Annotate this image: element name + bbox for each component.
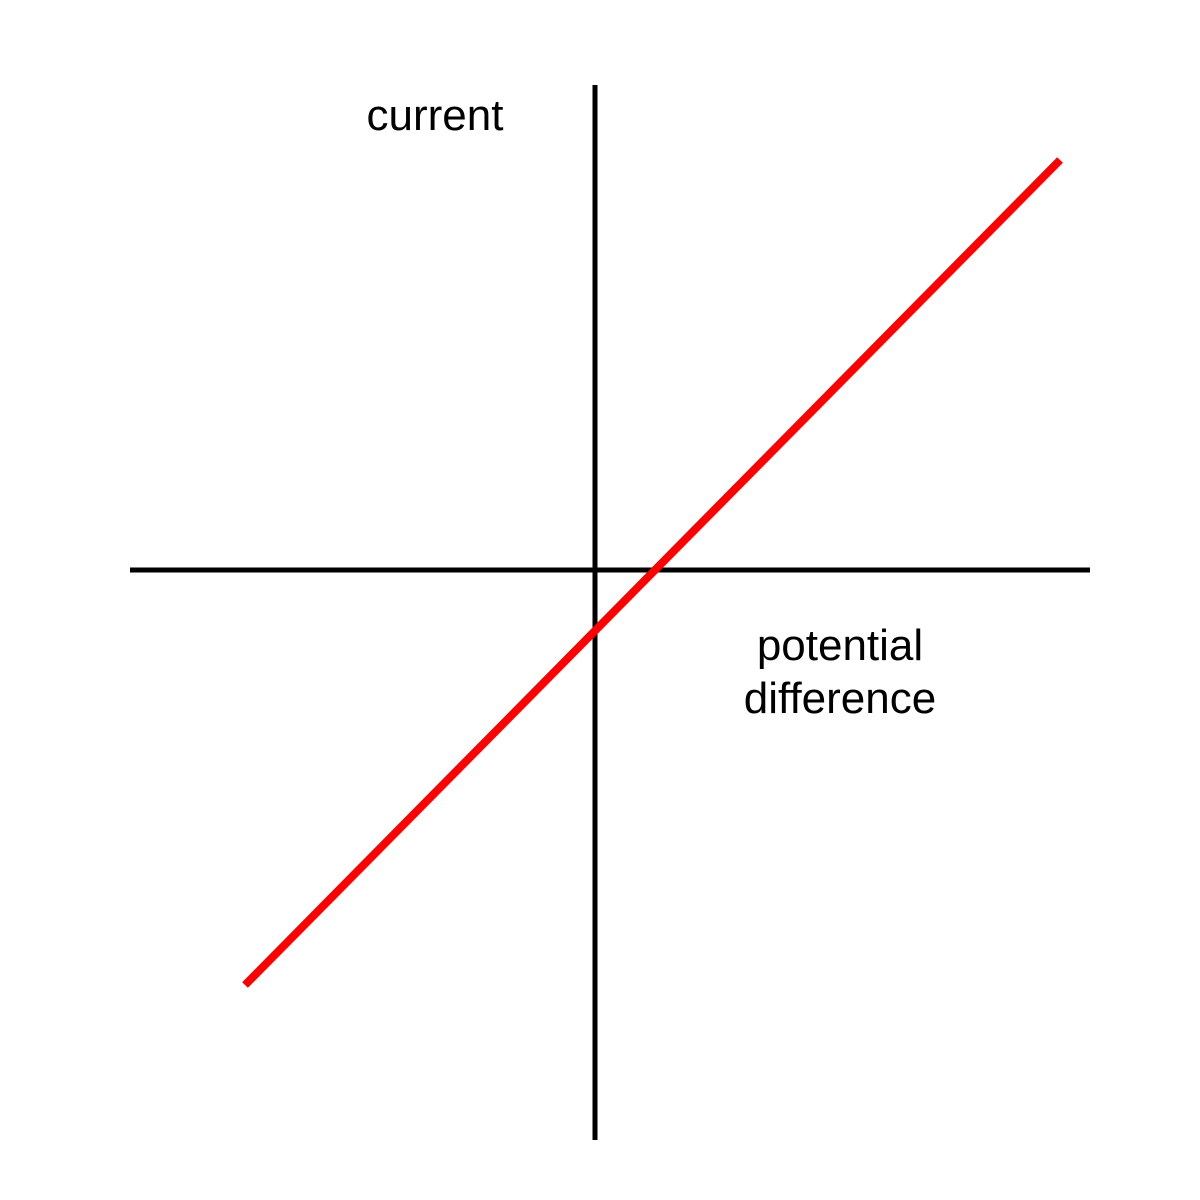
y-axis-label: current bbox=[295, 90, 575, 143]
x-axis-label: potential difference bbox=[660, 620, 1020, 726]
chart-svg bbox=[0, 0, 1200, 1200]
x-axis-label-line2: difference bbox=[744, 674, 936, 723]
chart-container: current potential difference bbox=[0, 0, 1200, 1200]
x-axis-label-line1: potential bbox=[757, 621, 923, 670]
y-axis-label-text: current bbox=[367, 91, 504, 140]
